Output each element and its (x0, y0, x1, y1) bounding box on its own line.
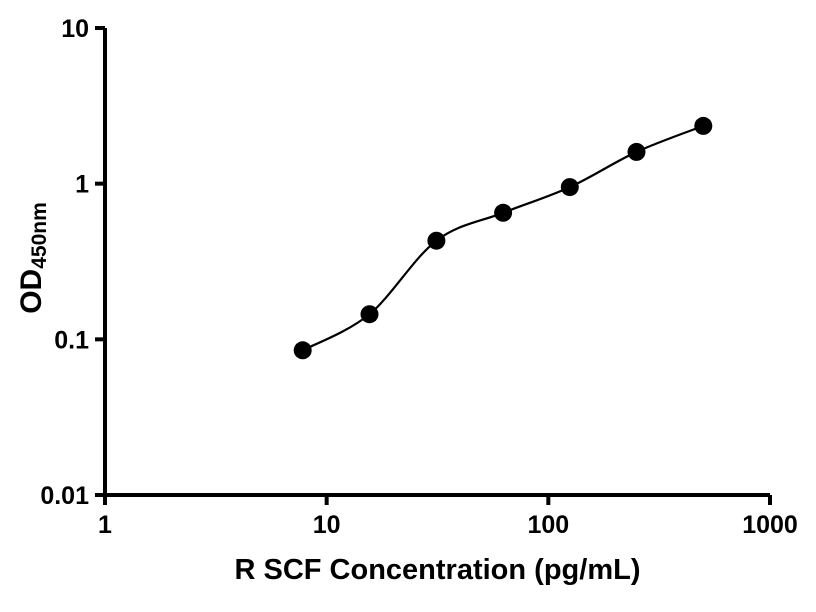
x-tick-label: 10 (313, 511, 341, 539)
x-tick-label: 1 (98, 511, 112, 539)
data-point (627, 142, 646, 161)
data-point (494, 203, 513, 222)
y-axis-title: OD450nm (11, 138, 53, 378)
y-tick-label: 0.01 (40, 482, 89, 510)
data-point (293, 341, 312, 360)
data-point (360, 305, 379, 324)
x-tick-label: 1000 (742, 511, 798, 539)
x-tick-label: 100 (527, 511, 569, 539)
data-point (427, 231, 446, 250)
x-axis-title: R SCF Concentration (pg/mL) (234, 554, 641, 586)
y-axis-title-subscript: 450nm (28, 202, 51, 269)
y-tick-label: 10 (61, 15, 89, 43)
y-tick-label: 0.1 (54, 326, 89, 354)
data-point (560, 178, 579, 197)
data-point (694, 116, 713, 135)
y-axis-title-main: OD (15, 268, 48, 314)
y-tick-label: 1 (75, 171, 89, 199)
axes-line (103, 28, 770, 497)
